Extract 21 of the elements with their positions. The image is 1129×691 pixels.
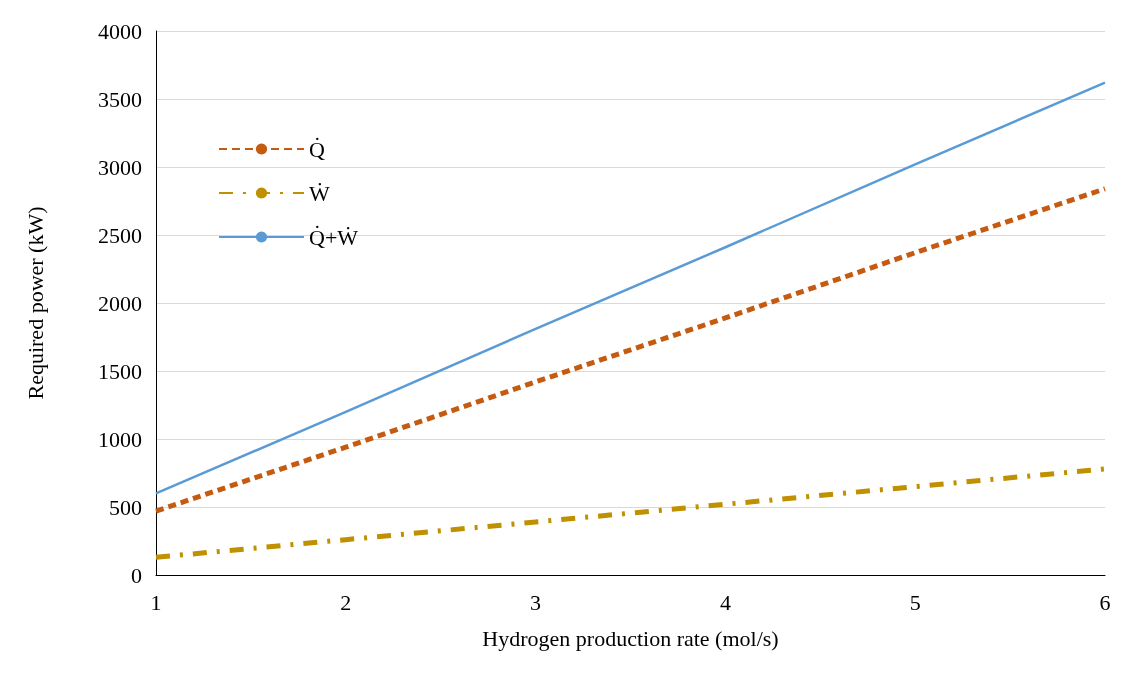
y-tick-label: 2000 <box>98 290 142 316</box>
y-tick-label: 3500 <box>98 86 142 112</box>
x-tick-label: 1 <box>150 589 162 615</box>
x-axis-title: Hydrogen production rate (mol/s) <box>482 625 779 651</box>
x-tick-label: 2 <box>340 589 352 615</box>
x-tick-label: 6 <box>1099 589 1111 615</box>
legend-label: Ẇ <box>309 180 330 206</box>
y-tick-label: 500 <box>109 494 142 520</box>
legend-label: Q̇+Ẇ <box>309 224 359 250</box>
y-tick-label: 3000 <box>98 154 142 180</box>
y-axis-title: Required power (kW) <box>22 206 48 400</box>
y-tick-label: 1500 <box>98 358 142 384</box>
y-tick-label: 1000 <box>98 426 142 452</box>
x-tick-label: 5 <box>909 589 921 615</box>
x-tick-label: 4 <box>719 589 731 615</box>
y-tick-label: 0 <box>131 562 142 588</box>
y-tick-label: 4000 <box>98 18 142 44</box>
line-series <box>154 81 1107 495</box>
y-tick-label: 2500 <box>98 222 142 248</box>
x-tick-label: 3 <box>530 589 542 615</box>
legend-label: Q̇ <box>309 136 325 162</box>
